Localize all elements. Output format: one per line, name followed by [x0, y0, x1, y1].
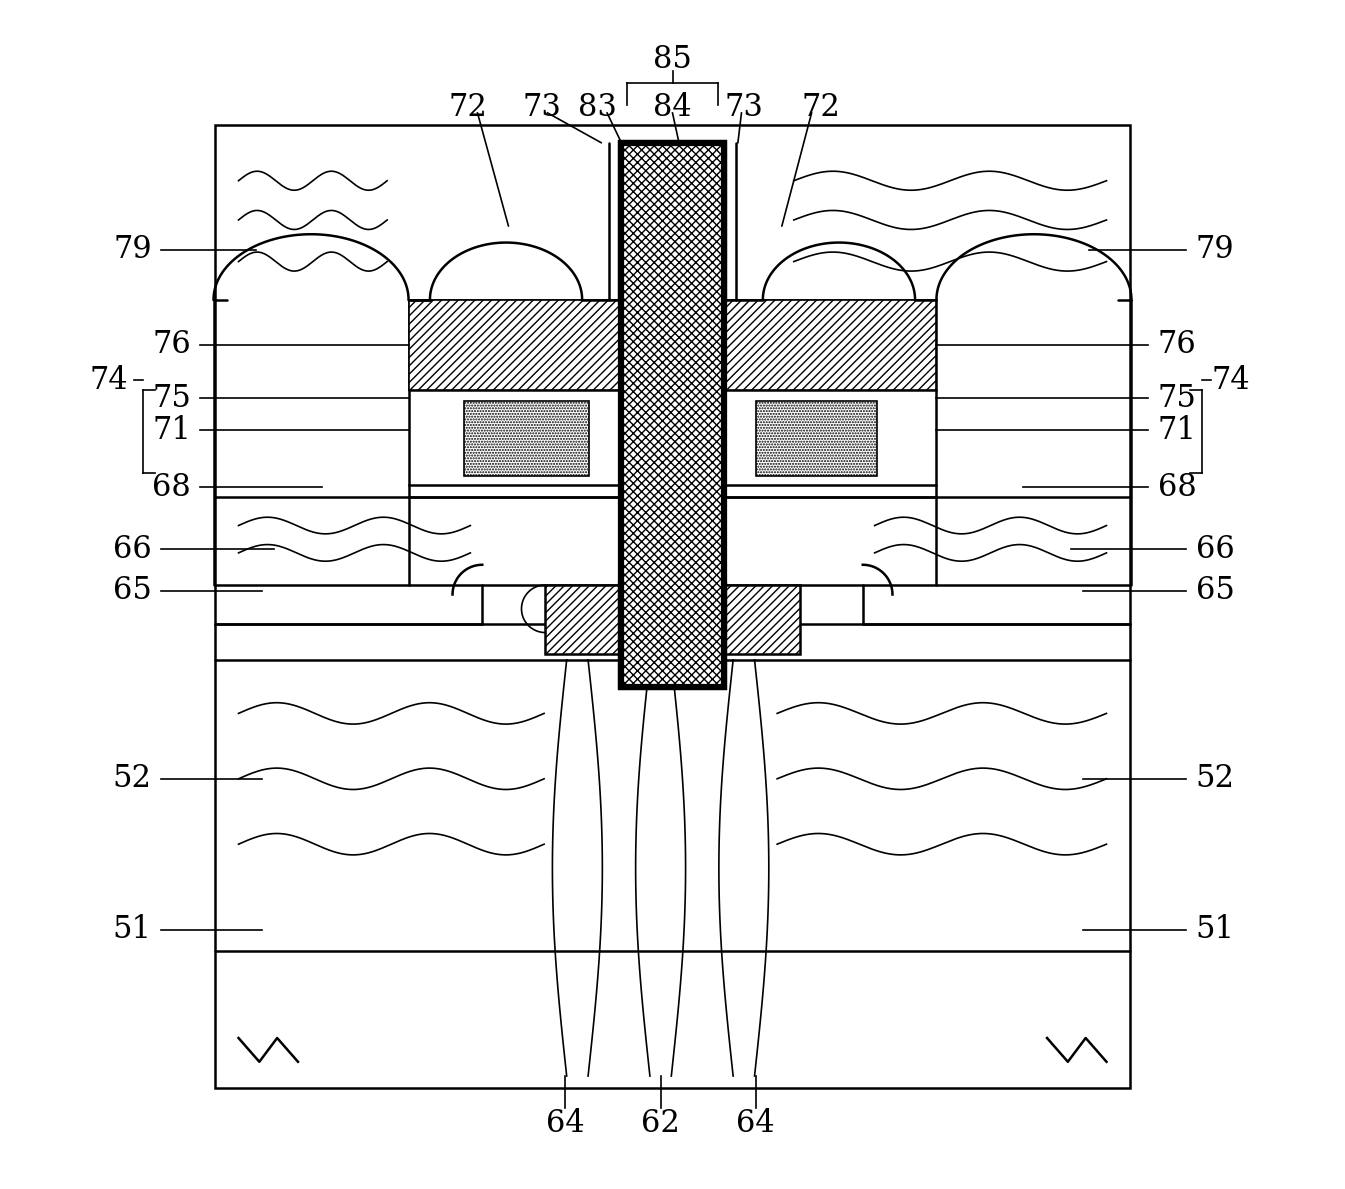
Bar: [545, 585, 800, 654]
Text: 52: 52: [113, 763, 152, 794]
Bar: [621, 585, 724, 687]
Text: 79: 79: [1196, 234, 1235, 265]
Text: 51: 51: [1196, 914, 1235, 945]
Text: 73: 73: [725, 92, 763, 122]
Text: 66: 66: [113, 534, 152, 565]
Text: 66: 66: [1196, 534, 1235, 565]
Text: 84: 84: [654, 92, 691, 122]
Bar: [724, 300, 936, 390]
Text: 73: 73: [522, 92, 561, 122]
Text: 83: 83: [578, 92, 617, 122]
Text: 75: 75: [152, 383, 191, 414]
Text: 51: 51: [113, 914, 152, 945]
Text: 71: 71: [1158, 415, 1197, 446]
Bar: [621, 143, 724, 300]
Text: 74: 74: [89, 365, 128, 396]
Text: 64: 64: [546, 1108, 585, 1139]
Bar: [464, 401, 589, 476]
Bar: [409, 300, 621, 390]
Text: 79: 79: [113, 234, 152, 265]
Text: 64: 64: [737, 1108, 775, 1139]
Text: 85: 85: [654, 44, 691, 75]
Text: 62: 62: [642, 1108, 681, 1139]
Text: 72: 72: [448, 92, 487, 122]
Text: 71: 71: [152, 415, 191, 446]
Bar: [756, 401, 877, 476]
Bar: [215, 125, 1130, 1088]
Text: 76: 76: [1158, 329, 1196, 360]
Text: 52: 52: [1196, 763, 1235, 794]
Text: 68: 68: [1158, 472, 1196, 503]
Text: 68: 68: [152, 472, 191, 503]
Bar: [621, 143, 724, 687]
Text: 76: 76: [152, 329, 191, 360]
Text: 65: 65: [1196, 575, 1235, 606]
Text: 74: 74: [1210, 365, 1250, 396]
Text: 72: 72: [802, 92, 841, 122]
Text: 65: 65: [113, 575, 152, 606]
Text: 75: 75: [1158, 383, 1197, 414]
